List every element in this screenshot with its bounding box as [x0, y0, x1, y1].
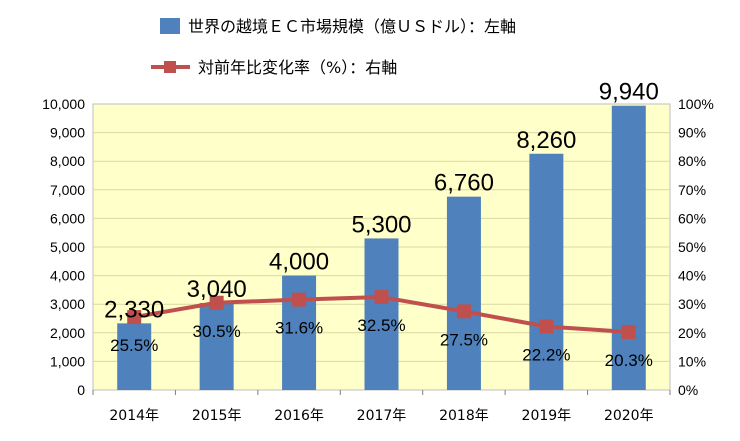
x-tick-label: 2017年 — [357, 408, 407, 424]
x-tick-label: 2016年 — [274, 408, 324, 424]
right-tick-label: 70% — [678, 182, 706, 198]
bar-value-label: 8,260 — [516, 127, 576, 154]
bar — [529, 153, 564, 390]
bar-value-label: 6,760 — [434, 170, 494, 197]
legend-line-label: 対前年比変化率（%）：右軸 — [198, 58, 397, 77]
rate-value-label: 27.5% — [440, 330, 488, 349]
rate-line — [127, 290, 636, 339]
left-tick-label: 9,000 — [50, 125, 85, 141]
x-tick-label: 2018年 — [439, 408, 489, 424]
legend-line-marker — [164, 61, 176, 73]
rate-marker — [209, 295, 224, 310]
rate-marker — [374, 290, 389, 305]
x-tick-label: 2015年 — [192, 408, 242, 424]
data-labels: 2,330 3,040 4,000 5,300 6,760 8,260 9,940 25.5%… — [104, 79, 659, 370]
rate-marker — [621, 324, 636, 339]
bar — [199, 303, 234, 390]
rate-value-label: 20.3% — [605, 351, 653, 370]
left-tick-label: 7,000 — [50, 182, 85, 198]
bar — [364, 238, 399, 390]
left-axis-ticks: 0 1,000 2,000 3,000 4,000 5,000 6,000 7,000 8,00… — [42, 96, 85, 398]
left-tick-label: 1,000 — [50, 353, 85, 369]
right-tick-label: 20% — [678, 325, 706, 341]
legend: 世界の越境ＥＣ市場規模（億ＵＳドル）：左軸 対前年比変化率（%）：右軸 — [151, 17, 516, 77]
bar-value-label: 3,040 — [187, 276, 247, 303]
left-tick-label: 3,000 — [50, 296, 85, 312]
legend-bar-swatch — [160, 18, 180, 34]
left-tick-label: 8,000 — [50, 153, 85, 169]
left-tick-label: 0 — [77, 382, 85, 398]
bar — [446, 196, 481, 390]
right-axis-ticks: 0% 10% 20% 30% 40% 50% 60% 70% 80% 90% 100% — [678, 96, 714, 398]
left-tick-label: 6,000 — [50, 210, 85, 226]
left-tick-label: 10,000 — [42, 96, 85, 112]
rate-value-label: 25.5% — [110, 336, 158, 355]
bar-value-label: 9,940 — [599, 79, 659, 106]
rate-value-label: 30.5% — [193, 322, 241, 341]
bar — [611, 105, 646, 390]
rate-marker — [456, 304, 471, 319]
bar-value-label: 2,330 — [104, 296, 164, 323]
rate-value-label: 22.2% — [522, 346, 570, 365]
bar-value-label: 5,300 — [351, 211, 411, 238]
right-tick-label: 80% — [678, 153, 706, 169]
right-tick-label: 60% — [678, 210, 706, 226]
right-tick-label: 50% — [678, 239, 706, 255]
left-tick-label: 5,000 — [50, 239, 85, 255]
rate-marker — [292, 292, 307, 307]
rate-value-label: 31.6% — [275, 319, 323, 338]
x-tick-label: 2019年 — [522, 408, 572, 424]
legend-bar-label: 世界の越境ＥＣ市場規模（億ＵＳドル）：左軸 — [188, 17, 516, 36]
x-axis-labels: 2014年 2015年 2016年 2017年 2018年 2019年 2020年 — [92, 390, 671, 424]
right-tick-label: 30% — [678, 296, 706, 312]
right-tick-label: 100% — [678, 96, 714, 112]
x-tick-label: 2014年 — [109, 408, 159, 424]
right-tick-label: 90% — [678, 125, 706, 141]
rate-marker — [127, 310, 142, 325]
rate-marker — [539, 319, 554, 334]
x-tick-label: 2020年 — [604, 408, 654, 424]
left-tick-label: 2,000 — [50, 325, 85, 341]
bars — [117, 105, 646, 390]
bar — [117, 323, 152, 390]
left-tick-label: 4,000 — [50, 268, 85, 284]
right-tick-label: 0% — [678, 382, 698, 398]
right-tick-label: 10% — [678, 353, 706, 369]
rate-value-label: 32.5% — [357, 316, 405, 335]
right-tick-label: 40% — [678, 268, 706, 284]
bar-value-label: 4,000 — [269, 249, 329, 276]
